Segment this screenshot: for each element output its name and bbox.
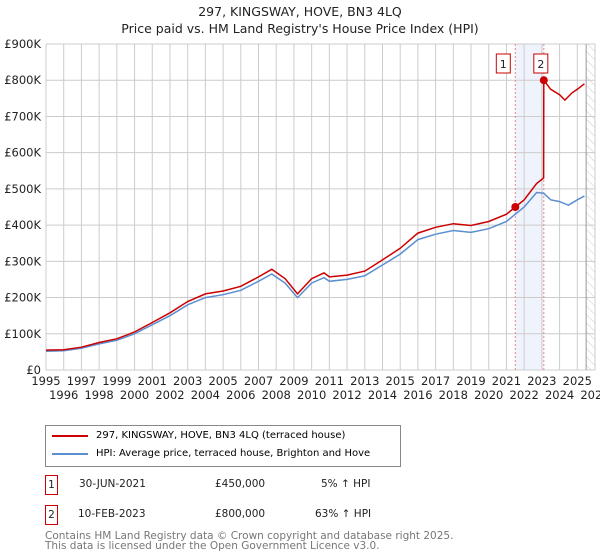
hpi-line	[45, 191, 585, 352]
y-tick-label: £200K	[4, 291, 41, 305]
x-tick-label: 2020	[474, 388, 503, 402]
y-tick-label: £0	[26, 363, 41, 377]
sale-point	[511, 203, 520, 211]
x-tick-label: 2017	[421, 374, 450, 388]
sale-price: £800,000	[215, 508, 266, 520]
x-tick-label: 2025	[563, 374, 592, 388]
x-tick-label: 2001	[138, 374, 167, 388]
x-tick-label: 2023	[527, 374, 556, 388]
y-tick-label: £500K	[4, 182, 41, 196]
footer: Contains HM Land Registry data © Crown c…	[45, 530, 454, 552]
legend-label-property: 297, KINGSWAY, HOVE, BN3 4LQ (terraced h…	[96, 430, 346, 441]
x-tick-label: 2009	[279, 374, 308, 388]
legend: 297, KINGSWAY, HOVE, BN3 4LQ (terraced h…	[45, 425, 401, 467]
sale-price: £450,000	[215, 478, 266, 490]
y-tick-label: £600K	[4, 146, 41, 160]
sale-period-shading	[515, 44, 544, 370]
x-tick-label: 2015	[386, 374, 415, 388]
y-tick-label: £100K	[4, 327, 41, 341]
x-tick-label: 1996	[49, 388, 78, 402]
sale-date: 30-JUN-2021	[79, 478, 146, 490]
x-tick-label: 2014	[368, 388, 397, 402]
x-tick-label: 1998	[84, 388, 113, 402]
x-tick-label: 1995	[31, 374, 60, 388]
x-tick-label: 1999	[102, 374, 131, 388]
sale-point	[539, 76, 548, 85]
x-tick-label: 2019	[456, 374, 485, 388]
x-tick-label: 2000	[120, 388, 149, 402]
y-tick-label: £800K	[4, 73, 41, 87]
y-tick-label: £400K	[4, 218, 41, 232]
x-tick-label: 2026	[580, 388, 600, 402]
x-tick-label: 2008	[262, 388, 291, 402]
x-tick-label: 2013	[350, 374, 379, 388]
x-tick-label: 2016	[403, 388, 432, 402]
chart-title: 297, KINGSWAY, HOVE, BN3 4LQ	[198, 4, 402, 19]
x-tick-label: 2004	[191, 388, 220, 402]
sale-badge-2: 2	[45, 505, 58, 525]
x-tick-label: 2011	[315, 374, 344, 388]
y-tick-label: £900K	[4, 37, 41, 51]
chart-svg: 1995199619971998199920002001200220032004…	[4, 37, 600, 402]
annotation-badge-label: 1	[500, 58, 507, 71]
property-price-line	[45, 77, 585, 351]
sale-hpi-change: 5% ↑ HPI	[321, 478, 371, 490]
x-tick-label: 2024	[545, 388, 574, 402]
legend-swatch-property	[52, 434, 88, 437]
x-tick-label: 2022	[510, 388, 539, 402]
x-tick-label: 2012	[332, 388, 361, 402]
x-tick-label: 2018	[439, 388, 468, 402]
x-tick-label: 1997	[67, 374, 96, 388]
x-tick-label: 2005	[208, 374, 237, 388]
x-tick-label: 2002	[155, 388, 184, 402]
legend-swatch-hpi	[52, 452, 88, 455]
y-tick-label: £700K	[4, 109, 41, 123]
sale-date: 10-FEB-2023	[78, 508, 146, 520]
x-tick-label: 2003	[173, 374, 202, 388]
footer-line-2: This data is licensed under the Open Gov…	[45, 540, 380, 552]
chart-subtitle: Price paid vs. HM Land Registry's House …	[121, 21, 479, 36]
sale-hpi-change: 63% ↑ HPI	[315, 508, 372, 520]
sale-badge-1: 1	[45, 475, 58, 495]
x-tick-label: 2021	[492, 374, 521, 388]
legend-label-hpi: HPI: Average price, terraced house, Brig…	[96, 448, 371, 459]
annotation-badge	[533, 53, 549, 74]
x-tick-label: 2006	[226, 388, 255, 402]
annotation-badge	[495, 53, 511, 74]
y-tick-label: £300K	[4, 254, 41, 268]
forecast-hatch	[586, 44, 595, 370]
annotation-badge-label: 2	[537, 58, 544, 71]
footer-line-1: Contains HM Land Registry data © Crown c…	[45, 530, 454, 542]
x-tick-label: 2010	[297, 388, 326, 402]
x-tick-label: 2007	[244, 374, 273, 388]
